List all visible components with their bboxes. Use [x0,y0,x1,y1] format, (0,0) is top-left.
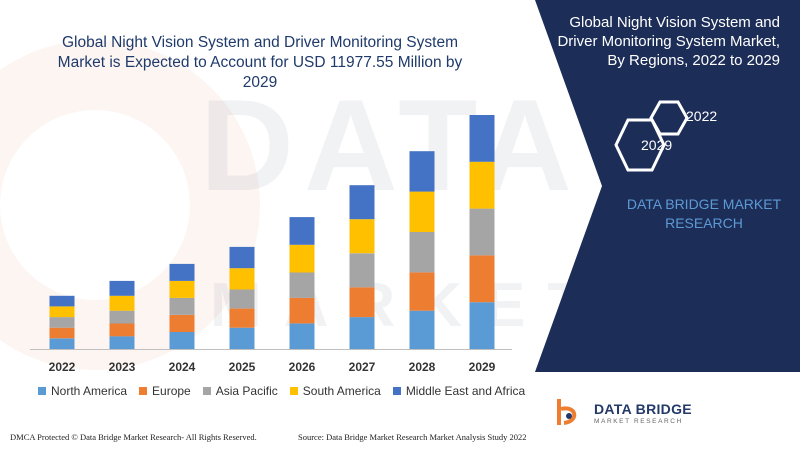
bar-segment-2022-europe [49,327,75,339]
logo-name: DATA BRIDGE [594,401,692,417]
bar-segment-2023-middle-east-and-africa [109,280,135,296]
bar-segment-2023-north-america [109,336,135,349]
legend-item: South America [289,384,381,398]
legend-swatch [392,387,401,395]
hexagon-2029 [614,118,666,172]
bar-segment-2026-middle-east-and-africa [289,217,315,245]
bar-segment-2027-north-america [349,317,375,349]
bar-segment-2028-europe [409,272,435,311]
bar-segment-2022-middle-east-and-africa [49,295,75,307]
bar-segment-2027-middle-east-and-africa [349,185,375,220]
data-bridge-logo-icon [557,399,577,425]
bar-segment-2025-europe [229,308,255,328]
x-tick-label: 2023 [109,360,136,374]
bar-segment-2027-south-america [349,219,375,254]
side-panel-brand: DATA BRIDGE MARKET RESEARCH [626,196,782,231]
bar-segment-2029-south-america [469,161,495,209]
bar-segment-2025-middle-east-and-africa [229,246,255,269]
bar-segment-2028-north-america [409,310,435,349]
bar-segment-2024-south-america [169,280,195,298]
bar-segment-2026-north-america [289,323,315,349]
legend-label: Europe [152,384,191,398]
bar-segment-2025-asia-pacific [229,289,255,309]
legend-label: Middle East and Africa [405,384,526,398]
bar-segment-2027-europe [349,287,375,318]
logo-subtitle: MARKET RESEARCH [594,418,683,425]
chart-legend: North America Europe Asia Pacific South … [38,384,525,398]
bar-segment-2023-south-america [109,295,135,311]
bar-segment-2023-asia-pacific [109,310,135,324]
bar-segment-2022-asia-pacific [49,317,75,328]
bar-segment-2029-north-america [469,302,495,349]
x-tick-label: 2025 [229,360,256,374]
bar-segment-2028-middle-east-and-africa [409,151,435,192]
bar-segment-2028-asia-pacific [409,232,435,273]
x-tick-label: 2028 [409,360,436,374]
x-tick-label: 2022 [49,360,76,374]
bar-segment-2024-europe [169,315,195,332]
bar-segment-2026-asia-pacific [289,272,315,298]
legend-item: Middle East and Africa [392,384,526,398]
x-tick-label: 2024 [169,360,196,374]
x-tick-label: 2027 [349,360,376,374]
bar-segment-2029-middle-east-and-africa [469,115,495,162]
bar-segment-2026-south-america [289,244,315,273]
stacked-bar-chart: 2022 2023 2024 2025 2026 2027 2028 2029 [30,115,512,374]
legend-label: South America [302,384,381,398]
bar-segment-2027-asia-pacific [349,253,375,288]
bar-segment-2024-middle-east-and-africa [169,263,195,281]
legend-label: North America [51,384,128,398]
hexagon-label-2022: 2022 [686,108,718,124]
footer-source: Source: Data Bridge Market Research Mark… [298,432,527,442]
legend-item: North America [38,384,127,398]
hexagon-2022 [649,100,689,136]
bar-segment-2022-north-america [49,338,75,349]
bar-segment-2024-north-america [169,332,195,349]
legend-item: Europe [139,384,191,398]
bar-segment-2024-asia-pacific [169,297,195,315]
bar-segment-2026-europe [289,297,315,324]
bar-segment-2029-asia-pacific [469,208,495,256]
legend-swatch [139,387,148,395]
x-tick-label: 2029 [469,360,496,374]
legend-swatch [289,387,298,395]
hexagon-label-2029: 2029 [641,137,673,153]
bar-segment-2025-north-america [229,327,255,349]
side-panel-title: Global Night Vision System and Driver Mo… [557,14,780,69]
side-panel [535,0,800,372]
legend-swatch [202,387,211,395]
bar-segment-2029-europe [469,255,495,303]
x-tick-label: 2026 [289,360,316,374]
footer-copyright: DMCA Protected © Data Bridge Market Rese… [10,432,257,442]
legend-swatch [38,387,46,395]
side-panel-shape [535,0,800,372]
legend-label: Asia Pacific [215,384,278,398]
bar-segment-2028-south-america [409,191,435,232]
bar-segment-2025-south-america [229,268,255,290]
chart-title: Global Night Vision System and Driver Mo… [57,34,463,91]
bar-segment-2022-south-america [49,306,75,318]
legend-item: Asia Pacific [202,384,278,398]
bar-segment-2023-europe [109,323,135,337]
